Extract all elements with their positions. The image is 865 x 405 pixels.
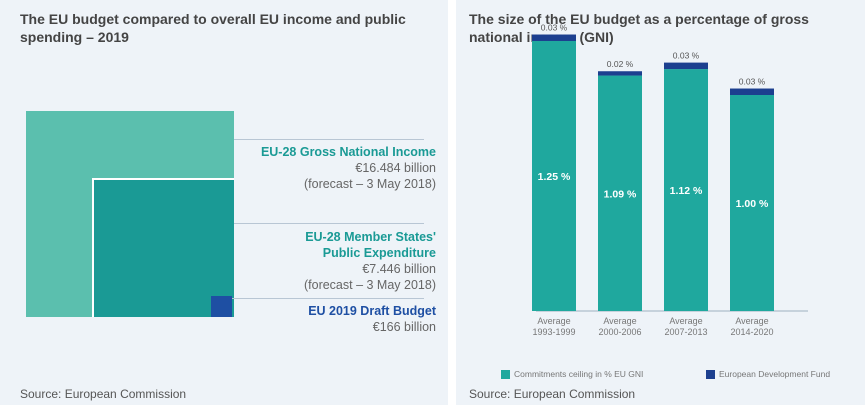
budget-label: EU 2019 Draft Budget	[308, 304, 436, 318]
right-panel: The size of the EU budget as a percentag…	[456, 0, 865, 405]
public-expenditure-label-line1: EU-28 Member States'	[305, 230, 436, 244]
legend-swatch-commitments	[501, 369, 510, 379]
x-tick-label-2-1: Average	[603, 316, 636, 326]
x-tick-label-4-2: 2014-2020	[730, 327, 773, 337]
legend-item-edf: European Development Fund	[706, 369, 830, 379]
left-source: Source: European Commission	[20, 387, 187, 401]
left-title: The EU budget compared to overall EU inc…	[20, 11, 406, 45]
budget-square	[211, 296, 232, 317]
public-expenditure-note: (forecast – 3 May 2018)	[303, 278, 436, 292]
bar-commitments-1	[532, 41, 576, 311]
public-expenditure-label-block: EU-28 Member States' Public Expenditure …	[304, 229, 436, 293]
legend-item-commitments: Commitments ceiling in % EU GNI	[501, 369, 643, 379]
x-tick-label-4-1: Average	[735, 316, 768, 326]
bar-commitments-4	[730, 95, 774, 311]
gni-label: EU-28 Gross National Income	[260, 145, 436, 159]
bar-value-label-4: 1.00 %	[736, 198, 769, 210]
public-expenditure-label-line2: Public Expenditure	[322, 246, 436, 260]
edf-value-label-1: 0.03 %	[541, 23, 568, 33]
left-panel: The EU budget compared to overall EU inc…	[0, 0, 448, 405]
edf-value-label-4: 0.03 %	[739, 77, 766, 87]
public-expenditure-square	[92, 178, 234, 317]
x-tick-label-1-1: Average	[537, 316, 570, 326]
bar-edf-1	[532, 34, 576, 41]
legend-swatch-edf	[706, 369, 715, 379]
bar-edf-2	[598, 71, 642, 76]
gni-value: €16.484 billion	[355, 161, 436, 175]
bar-value-label-2: 1.09 %	[604, 188, 637, 200]
x-tick-label-1-2: 1993-1999	[532, 327, 575, 337]
bar-edf-3	[664, 62, 708, 70]
budget-leader-line	[232, 298, 424, 299]
edf-value-label-2: 0.02 %	[607, 59, 634, 69]
gni-label-block: EU-28 Gross National Income €16.484 bill…	[261, 144, 436, 192]
x-tick-label-3-1: Average	[669, 316, 702, 326]
edf-value-label-3: 0.03 %	[673, 51, 700, 61]
bar-value-label-3: 1.12 %	[670, 185, 703, 197]
public-expenditure-leader-line	[234, 223, 424, 224]
legend-label-edf: European Development Fund	[719, 369, 831, 379]
gni-note: (forecast – 3 May 2018)	[303, 177, 436, 191]
gni-leader-line	[234, 139, 424, 140]
x-tick-label-3-2: 2007-2013	[664, 327, 707, 337]
budget-label-block: EU 2019 Draft Budget €166 billion	[308, 303, 436, 335]
public-expenditure-value: €7.446 billion	[362, 262, 436, 276]
x-tick-label-2-2: 2000-2006	[598, 327, 641, 337]
bar-commitments-2	[598, 75, 642, 311]
bar-edf-4	[730, 88, 774, 95]
bar-value-label-1: 1.25 %	[538, 171, 571, 183]
legend-label-commitments: Commitments ceiling in % EU GNI	[514, 369, 644, 379]
right-source: Source: European Commission	[469, 387, 636, 401]
bar-commitments-3	[664, 69, 708, 311]
budget-value: €166 billion	[372, 320, 436, 334]
